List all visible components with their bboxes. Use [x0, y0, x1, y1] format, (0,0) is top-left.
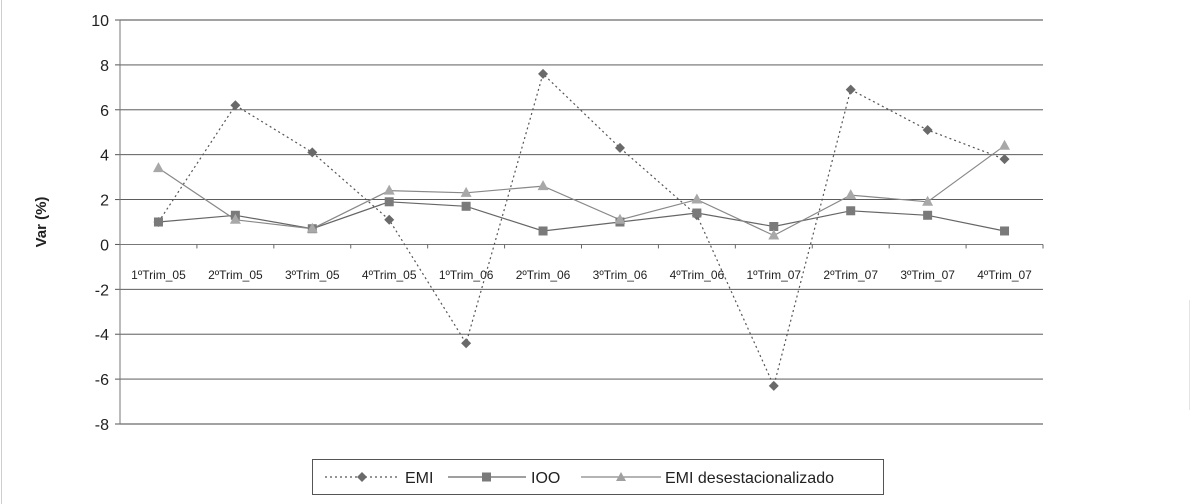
y-axis-label: Var (%) [33, 197, 50, 248]
data-point-emi [307, 147, 318, 158]
series-line-emi-desestacionalizado [158, 145, 1005, 237]
data-point-emi-desestacionalizado [614, 213, 626, 224]
series-lines [157, 72, 1005, 388]
data-point-emi [230, 100, 241, 111]
y-tick-label: 10 [91, 13, 109, 30]
data-point-emi-desestacionalizado [922, 195, 934, 206]
x-tick-label: 1ºTrim_05 [131, 268, 186, 282]
data-point-emi-desestacionalizado [768, 229, 780, 240]
x-tick-label: 2ºTrim_06 [516, 268, 571, 282]
data-point-ioo [1000, 226, 1010, 236]
y-tick-label: -6 [95, 372, 109, 389]
y-tick-label: 6 [100, 103, 109, 120]
data-point-emi [999, 154, 1010, 165]
y-tick-label: 0 [100, 237, 109, 254]
legend-content: EMI IOO EMI desestacionalizado [325, 470, 834, 487]
data-point-emi [461, 338, 472, 349]
y-tick-label: 4 [100, 148, 109, 165]
x-tick-labels: 1ºTrim_05 2ºTrim_05 3ºTrim_05 4ºTrim_05 1ºTr… [131, 268, 1032, 282]
x-tick-label: 1ºTrim_06 [439, 268, 494, 282]
data-point-emi [922, 124, 933, 135]
x-tick-label: 2ºTrim_05 [208, 268, 263, 282]
data-point-emi-desestacionalizado [152, 162, 164, 173]
data-point-emi-desestacionalizado [691, 193, 703, 204]
x-tick-label: 4ºTrim_05 [362, 268, 417, 282]
data-point-emi-desestacionalizado [383, 184, 395, 195]
data-point-emi-desestacionalizado [306, 222, 318, 233]
data-point-emi-desestacionalizado [537, 180, 549, 191]
legend-item-emi-desestacionalizado: EMI desestacionalizado [581, 470, 834, 487]
series-markers [152, 68, 1011, 391]
y-tick-label: -4 [95, 327, 109, 344]
legend-item-ioo: IOO [448, 470, 560, 487]
data-point-ioo [923, 210, 933, 220]
x-tick-label: 3ºTrim_05 [285, 268, 340, 282]
data-point-emi [768, 380, 779, 391]
data-point-emi-desestacionalizado [999, 139, 1011, 150]
data-point-emi [384, 214, 395, 225]
data-point-ioo [769, 221, 779, 231]
data-point-ioo [538, 226, 548, 236]
data-point-emi [614, 142, 625, 153]
x-tick-label: 3ºTrim_07 [900, 268, 955, 282]
data-point-emi [845, 84, 856, 95]
legend-item-emi: EMI [325, 470, 433, 487]
data-point-ioo [461, 201, 471, 211]
y-tick-label: 8 [100, 58, 109, 75]
x-tick-label: 3ºTrim_06 [593, 268, 648, 282]
series-line-ioo [158, 201, 1005, 232]
chart-border-right [1189, 300, 1190, 410]
legend-emi-diamond-icon [357, 472, 367, 482]
legend: EMI IOO EMI desestacionalizado [312, 459, 884, 495]
y-tick-label: -2 [95, 282, 109, 299]
x-tick-label: 2ºTrim_07 [823, 268, 878, 282]
data-point-emi-desestacionalizado [460, 186, 472, 197]
data-point-emi-desestacionalizado [845, 189, 857, 200]
data-point-emi [538, 68, 549, 79]
chart-border-left [1, 0, 2, 504]
y-tick-labels: 10 8 6 4 2 0 -2 -4 -6 -8 [91, 13, 109, 434]
data-point-ioo [384, 197, 394, 207]
data-point-ioo [846, 206, 856, 216]
gridlines [115, 19, 1044, 425]
legend-emi-des-label: EMI desestacionalizado [665, 470, 834, 487]
data-point-ioo [692, 208, 702, 218]
y-tick-label: 2 [100, 193, 109, 210]
y-tick-label: -8 [95, 417, 109, 434]
series-line-emi [157, 72, 1005, 388]
x-tick-label: 1ºTrim_07 [746, 268, 801, 282]
legend-ioo-label: IOO [531, 470, 560, 487]
legend-emi-label: EMI [405, 470, 433, 487]
data-point-emi-desestacionalizado [229, 213, 241, 224]
x-tick-label: 4ºTrim_06 [670, 268, 725, 282]
legend-ioo-square-icon [482, 472, 491, 482]
legend-emi-des-triangle-icon [616, 472, 626, 481]
data-point-ioo [153, 217, 163, 227]
x-tick-label: 4ºTrim_07 [977, 268, 1032, 282]
